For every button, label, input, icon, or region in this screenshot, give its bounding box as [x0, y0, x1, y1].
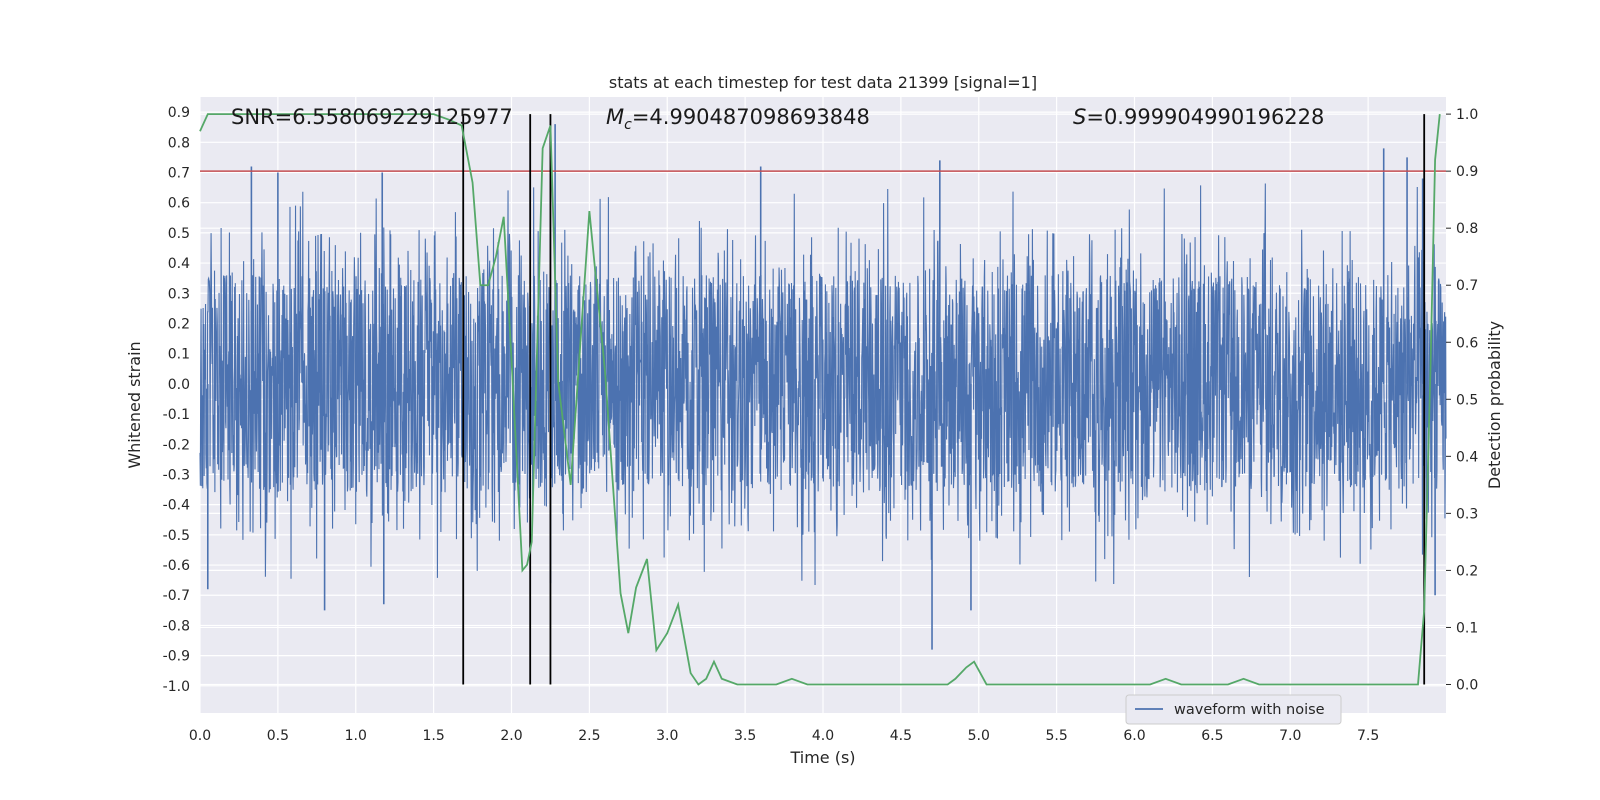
x-tick-label: 6.0 — [1123, 728, 1145, 744]
y-left-tick-label: 0.7 — [168, 165, 190, 181]
chirp-mass-symbol: M — [606, 105, 624, 129]
x-axis-ticks: 0.0 0.5 1.0 1.5 2.0 2.5 3.0 3.5 4.0 4.5 5.0 5.5 6.0 6… — [189, 728, 1379, 744]
score-symbol: S — [1073, 105, 1086, 129]
y-left-tick-label: -0.7 — [163, 588, 190, 604]
snr-annotation: SNR=6.558069229125977 — [231, 105, 513, 129]
x-tick-label: 1.5 — [422, 728, 444, 744]
y-right-tick-label: 1.0 — [1456, 107, 1478, 123]
x-axis-label: Time (s) — [789, 748, 855, 767]
x-tick-label: 1.0 — [345, 728, 367, 744]
x-tick-label: 6.5 — [1201, 728, 1223, 744]
y-left-tick-label: -0.1 — [163, 407, 190, 423]
y-right-axis-ticks: 0.0 0.1 0.2 0.3 0.4 0.5 0.6 0.7 0.8 0.9 1.0 — [1446, 107, 1478, 693]
overlays — [199, 113, 1446, 686]
score-value: =0.999904990196228 — [1086, 105, 1324, 129]
chirp-mass-value: =4.990487098693848 — [632, 105, 870, 129]
score-annotation: S=0.999904990196228 — [1073, 105, 1324, 129]
x-tick-label: 7.5 — [1357, 728, 1379, 744]
chirp-mass-subscript: c — [624, 117, 632, 133]
y-left-tick-label: -0.6 — [163, 558, 190, 574]
strain-series — [199, 124, 1447, 650]
x-tick-label: 5.5 — [1045, 728, 1067, 744]
y-left-axis-label: Whitened strain — [125, 341, 144, 468]
y-right-tick-label: 0.0 — [1456, 677, 1478, 693]
y-left-tick-label: 0.6 — [168, 196, 190, 212]
y-left-tick-label: 0.5 — [168, 226, 190, 242]
x-tick-label: 0.0 — [189, 728, 211, 744]
y-left-tick-label: 0.9 — [168, 105, 190, 121]
y-right-tick-label: 0.3 — [1456, 506, 1478, 522]
y-left-tick-label: -0.9 — [163, 649, 190, 665]
chart-title: stats at each timestep for test data 213… — [609, 73, 1037, 92]
y-left-tick-label: -0.8 — [163, 618, 190, 634]
y-right-tick-label: 0.4 — [1456, 449, 1478, 465]
x-tick-label: 3.0 — [656, 728, 678, 744]
legend-box — [1125, 694, 1342, 725]
x-tick-label: 4.0 — [812, 728, 834, 744]
y-right-tick-label: 0.7 — [1456, 278, 1478, 294]
y-left-tick-label: -1.0 — [163, 679, 190, 695]
y-left-tick-label: 0.0 — [168, 377, 190, 393]
x-tick-label: 2.5 — [578, 728, 600, 744]
y-right-tick-label: 0.8 — [1456, 221, 1478, 237]
y-right-tick-label: 0.6 — [1456, 335, 1478, 351]
legend-label-waveform: waveform with noise — [1174, 702, 1325, 718]
waveform-line — [199, 183, 1447, 586]
y-right-tick-label: 0.5 — [1456, 392, 1478, 408]
x-tick-label: 3.5 — [734, 728, 756, 744]
x-tick-label: 4.5 — [890, 728, 912, 744]
y-left-tick-label: -0.4 — [163, 498, 190, 514]
y-right-axis-label: Detection probability — [1485, 321, 1504, 489]
y-left-tick-label: -0.2 — [163, 437, 190, 453]
y-left-axis-ticks: -1.0 -0.9 -0.8 -0.7 -0.6 -0.5 -0.4 -0.3 -0.2 -0.1… — [163, 105, 190, 695]
y-left-tick-label: 0.4 — [168, 256, 190, 272]
y-right-tick-label: 0.9 — [1456, 164, 1478, 180]
detection-probability-line — [199, 113, 1441, 686]
y-left-tick-label: 0.3 — [168, 286, 190, 302]
x-tick-label: 2.0 — [500, 728, 522, 744]
chirp-mass-annotation: Mc=4.990487098693848 — [606, 105, 870, 133]
y-left-tick-label: 0.1 — [168, 347, 190, 363]
y-right-tick-label: 0.1 — [1456, 620, 1478, 636]
legend: waveform with noise — [1125, 694, 1342, 725]
x-tick-label: 0.5 — [267, 728, 289, 744]
y-left-tick-label: -0.3 — [163, 467, 190, 483]
x-tick-label: 7.0 — [1279, 728, 1301, 744]
y-left-tick-label: -0.5 — [163, 528, 190, 544]
x-tick-label: 5.0 — [968, 728, 990, 744]
y-left-tick-label: 0.2 — [168, 316, 190, 332]
y-left-tick-label: 0.8 — [168, 135, 190, 151]
y-right-tick-label: 0.2 — [1456, 563, 1478, 579]
